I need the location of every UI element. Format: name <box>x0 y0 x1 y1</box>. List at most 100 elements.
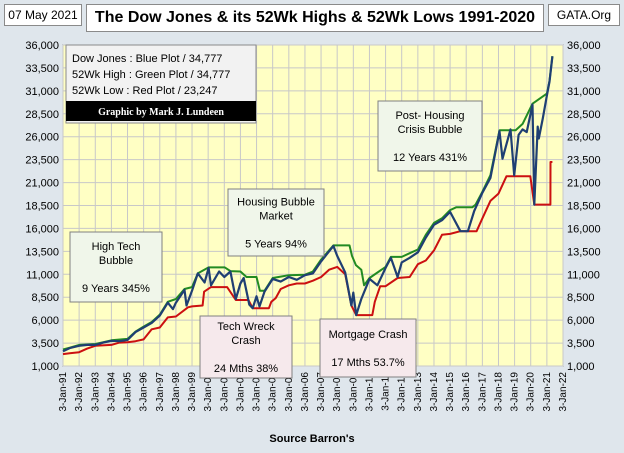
y-tick-label-right: 28,500 <box>567 109 601 121</box>
y-tick-label-right: 1,000 <box>567 361 595 373</box>
annotation-text: 12 Years 431% <box>393 152 467 164</box>
annotation-text: Bubble <box>99 255 133 267</box>
annotation-text: Housing Bubble <box>237 197 315 209</box>
y-tick-label-right: 33,500 <box>567 63 601 75</box>
y-axis-left: 1,000 3,500 6,000 8,500 11,000 13,500 16,000 18… <box>25 40 59 373</box>
annotation-text: 9 Years 345% <box>82 283 150 295</box>
x-tick-label: 3-Jan-14 <box>429 372 440 412</box>
y-tick-label-left: 8,500 <box>31 292 59 304</box>
y-axis-right: 1,000 3,500 6,000 8,500 11,000 13,500 16,000 18… <box>567 40 601 373</box>
annotation-frame <box>319 318 417 378</box>
site-label: GATA.Org <box>548 4 620 26</box>
annotation-text: 5 Years 94% <box>245 239 307 251</box>
y-tick-label-right: 31,000 <box>567 86 601 98</box>
x-tick-label: 3-Jan-16 <box>461 372 472 412</box>
x-tick-label: 3-Jan-18 <box>493 372 504 412</box>
y-tick-label-right: 13,500 <box>567 246 601 258</box>
annotation-text: Market <box>259 211 293 223</box>
legend-line-low: 52Wk Low : Red Plot / 23,247 <box>72 85 218 97</box>
date-label: 07 May 2021 <box>4 4 82 26</box>
annotation-frame <box>69 231 163 303</box>
series-layer <box>62 56 554 356</box>
x-tick-label: 3-Jan-02 <box>235 372 246 412</box>
x-tick-label: 3-Jan-17 <box>477 372 488 412</box>
x-tick-label: 3-Jan-97 <box>155 372 166 412</box>
y-tick-label-left: 3,500 <box>31 338 59 350</box>
y-tick-label-right: 23,500 <box>567 155 601 167</box>
y-tick-label-right: 6,000 <box>567 315 595 327</box>
annotation-text: Post- Housing <box>395 110 464 122</box>
y-tick-label-right: 8,500 <box>567 292 595 304</box>
x-tick-label: 3-Jan-03 <box>252 372 263 412</box>
y-tick-label-left: 1,000 <box>31 361 59 373</box>
y-tick-label-left: 11,000 <box>26 269 59 281</box>
x-tick-label: 3-Jan-01 <box>219 372 230 412</box>
x-tick-label: 3-Jan-05 <box>284 372 295 412</box>
legend-line-dow: Dow Jones : Blue Plot / 34,777 <box>72 53 222 65</box>
x-tick-label: 3-Jan-95 <box>123 372 134 412</box>
y-tick-label-right: 16,000 <box>567 223 601 235</box>
y-tick-label-left: 33,500 <box>25 63 59 75</box>
x-tick-label: 3-Jan-21 <box>542 372 553 412</box>
y-tick-label-left: 28,500 <box>25 109 59 121</box>
x-tick-label: 3-Jan-96 <box>139 372 150 412</box>
x-tick-label: 3-Jan-04 <box>268 372 279 412</box>
x-tick-label: 3-Jan-13 <box>413 372 424 412</box>
x-tick-label: 3-Jan-92 <box>74 372 85 412</box>
x-tick-label: 3-Jan-12 <box>397 372 408 412</box>
annotation-box: Post- Housing Crisis Bubble 12 Years 431% <box>377 100 483 172</box>
chart-title: The Dow Jones & its 52Wk Highs & 52Wk Lo… <box>86 4 544 32</box>
x-tick-label: 3-Jan-98 <box>171 372 182 412</box>
annotation-frame <box>199 315 293 379</box>
annotation-frame <box>227 188 325 257</box>
x-tick-label: 3-Jan-09 <box>348 372 359 412</box>
y-tick-label-left: 31,000 <box>25 86 59 98</box>
legend-line-high: 52Wk High : Green Plot / 34,777 <box>72 69 230 81</box>
annotation-text: Crisis Bubble <box>398 124 463 136</box>
x-tick-label: 3-Jan-94 <box>106 372 117 412</box>
x-tick-label: 3-Jan-93 <box>90 372 101 412</box>
x-tick-label: 3-Jan-15 <box>445 372 456 412</box>
annotation-text: Mortgage Crash <box>329 329 408 341</box>
x-tick-label: 3-Jan-91 <box>58 372 69 412</box>
annotation-box: Mortgage Crash 17 Mths 53.7% <box>319 318 417 378</box>
y-tick-label-left: 13,500 <box>25 246 59 258</box>
y-tick-label-right: 36,000 <box>567 40 601 52</box>
y-tick-label-left: 23,500 <box>25 155 59 167</box>
x-axis-title: Source Barron's <box>269 433 355 445</box>
x-tick-label: 3-Jan-20 <box>526 372 537 412</box>
annotation-box: Tech Wreck Crash 24 Mths 38% <box>199 315 293 379</box>
series-line-52wk-low <box>62 161 553 356</box>
x-axis: 3-Jan-91 3-Jan-92 3-Jan-93 3-Jan-94 3-Jan-95… <box>58 372 569 412</box>
y-tick-label-left: 6,000 <box>31 315 59 327</box>
annotation-text: 24 Mths 38% <box>214 363 278 375</box>
y-tick-label-right: 3,500 <box>567 338 595 350</box>
y-tick-label-left: 21,000 <box>25 178 59 190</box>
annotation-text: Crash <box>231 335 260 347</box>
x-tick-label: 3-Jan-10 <box>364 372 375 412</box>
x-tick-label: 3-Jan-07 <box>316 372 327 412</box>
annotations: High Tech Bubble 9 Years 345% Tech Wreck Cra… <box>69 100 483 379</box>
y-tick-label-left: 18,500 <box>25 201 59 213</box>
annotation-box: High Tech Bubble 9 Years 345% <box>69 231 163 303</box>
y-tick-label-right: 11,000 <box>567 269 600 281</box>
y-tick-label-right: 18,500 <box>567 201 601 213</box>
annotation-box: Housing Bubble Market 5 Years 94% <box>227 188 325 257</box>
x-tick-label: 3-Jan-19 <box>510 372 521 412</box>
annotation-frame <box>377 100 483 172</box>
annotation-text: 17 Mths 53.7% <box>331 357 405 369</box>
x-tick-label: 3-Jan-08 <box>332 372 343 412</box>
y-tick-label-right: 26,000 <box>567 132 601 144</box>
x-tick-label: 3-Jan-00 <box>203 372 214 412</box>
x-tick-label: 3-Jan-22 <box>558 372 569 412</box>
x-tick-label: 3-Jan-11 <box>381 372 392 411</box>
annotation-text: Tech Wreck <box>217 321 275 333</box>
x-tick-label: 3-Jan-99 <box>187 372 198 412</box>
y-tick-label-left: 26,000 <box>25 132 59 144</box>
y-tick-label-left: 36,000 <box>25 40 59 52</box>
legend: Dow Jones : Blue Plot / 34,777 52Wk High… <box>65 44 257 124</box>
series-line-dow-jones <box>62 56 554 353</box>
credit-text: Graphic by Mark J. Lundeen <box>98 107 224 118</box>
